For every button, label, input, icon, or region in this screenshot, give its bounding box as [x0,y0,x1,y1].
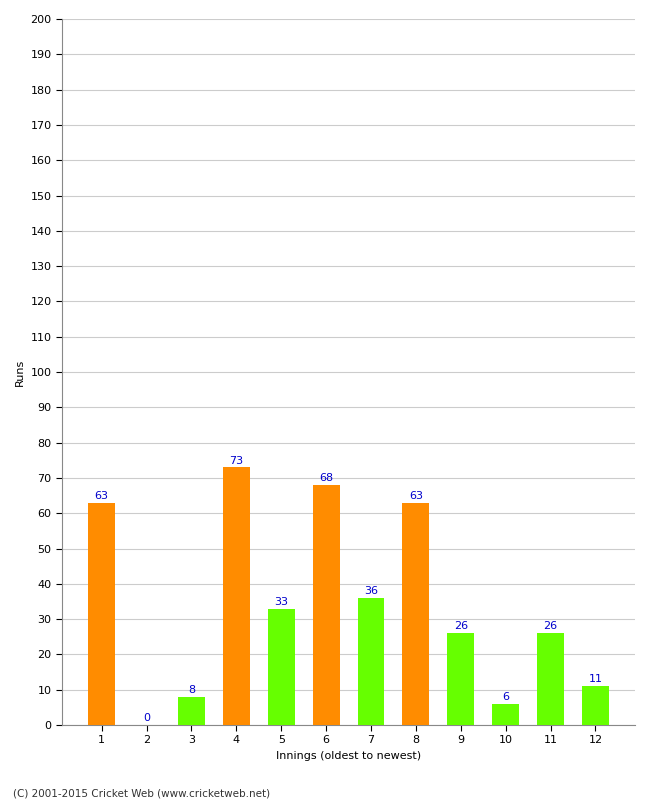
Text: 26: 26 [543,622,558,631]
Bar [268,609,294,725]
Text: (C) 2001-2015 Cricket Web (www.cricketweb.net): (C) 2001-2015 Cricket Web (www.cricketwe… [13,788,270,798]
Bar [492,704,519,725]
Text: 6: 6 [502,692,509,702]
Text: 26: 26 [454,622,468,631]
Text: 63: 63 [409,491,423,501]
Bar [537,634,564,725]
Bar [313,485,339,725]
Text: 73: 73 [229,455,243,466]
Bar [88,502,115,725]
Text: 36: 36 [364,586,378,596]
Bar [223,467,250,725]
Text: 11: 11 [588,674,603,685]
Text: 63: 63 [95,491,109,501]
Bar [582,686,609,725]
Y-axis label: Runs: Runs [15,358,25,386]
Text: 68: 68 [319,474,333,483]
Bar [178,697,205,725]
Bar [402,502,430,725]
Text: 0: 0 [143,714,150,723]
Text: 8: 8 [188,685,195,695]
Bar [447,634,474,725]
X-axis label: Innings (oldest to newest): Innings (oldest to newest) [276,751,421,761]
Text: 33: 33 [274,597,288,606]
Bar [358,598,384,725]
